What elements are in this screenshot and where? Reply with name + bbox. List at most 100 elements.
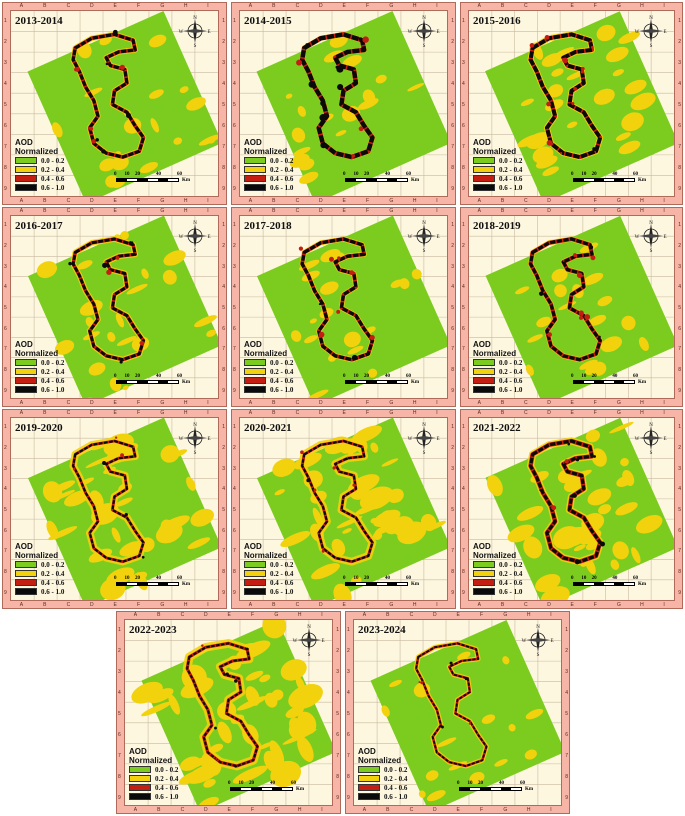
grid-row-label: 7 [678,548,681,555]
aod-class-1-patch [258,742,273,750]
grid-row-label: 2 [222,38,225,45]
grid-column-label: H [526,807,531,813]
legend-entry: 0.0 - 0.2 [244,560,293,569]
grid-row-label: 2 [233,38,236,45]
aod-class-1-patch [272,458,296,477]
grid-row-label: 1 [451,222,454,229]
aod-map [469,216,674,398]
grid-row-label: 4 [451,284,454,291]
grid-row-label: 9 [678,387,681,394]
aod-class-1-patch [390,279,404,289]
grid-column-label: C [66,602,71,608]
aod-class-1-patch [524,749,537,760]
north-arrow-icon: N S E W [635,423,667,455]
grid-row-label: 8 [565,773,568,780]
aod-hotspot [571,102,575,106]
grid-row-label: 5 [4,507,7,513]
grid-column-label: F [365,400,369,406]
aod-class-1-patch [494,759,508,767]
legend-label: 0.6 - 1.0 [270,385,294,394]
grid-row-label: 7 [462,548,465,555]
grid-column-label: H [183,198,188,204]
scale-tick-label: 20 [364,576,369,581]
grid-column-label: B [272,602,276,608]
aod-class-1-patch [389,679,402,688]
legend-label: 0.2 - 0.4 [41,569,65,578]
grid-row-label: 6 [347,731,350,738]
compass-s-label: S [650,451,653,455]
grid-row-label: 9 [451,387,454,394]
scale-bar-segments [573,582,635,586]
compass-e-label: E [207,30,210,35]
grid-column-label: A [133,612,138,618]
scale-bar: 0 10 20 40 60 Km [571,374,646,390]
aod-map [11,11,218,196]
legend-entry: 0.0 - 0.2 [244,358,293,367]
aod-class-1-patch [311,563,340,580]
grid-column-label: I [663,410,665,416]
scale-tick-label: 20 [591,172,597,177]
grid-row-label: 4 [233,284,236,291]
legend-entry: 0.2 - 0.4 [15,569,64,578]
grid-column-label: A [248,208,253,214]
legend-entry: 0.4 - 0.6 [15,376,64,385]
grid-column-label: C [295,208,300,214]
grid-column-label: D [90,602,94,608]
grid-column-label: I [321,807,323,813]
aod-class-1-patch [259,674,271,683]
legend-label: 0.0 - 0.2 [155,765,179,774]
grid-row-label: 5 [336,710,339,717]
legend: AOD Normalized 0.0 - 0.2 0.2 - 0.4 0.4 - 0.6… [244,542,293,596]
aod-hotspot [580,70,585,74]
aod-class-1-patch [587,488,612,506]
aod-class-1-patch [158,515,190,533]
grid-row-label: 5 [233,305,236,311]
compass-s-label: S [423,44,426,48]
grid-row-label: 5 [222,101,225,108]
grid-column-label: E [456,612,460,618]
legend-entry: 0.0 - 0.2 [473,560,522,569]
grid-row-label: 6 [118,731,121,738]
grid-column-label: A [248,198,253,204]
grid-row-label: 2 [451,445,454,451]
legend-label: 0.2 - 0.4 [499,165,523,174]
grid-row-label: 5 [233,101,236,108]
grid-row-label: 5 [462,101,465,108]
legend-swatch [129,793,151,800]
aod-class-1-patch [351,425,382,444]
panel-year-title: 2015-2016 [473,15,521,27]
legend-label: 0.0 - 0.2 [41,560,65,569]
aod-hotspot [329,256,334,262]
aod-class-1-patch [375,74,387,84]
legend-label: 0.4 - 0.6 [41,376,65,385]
grid-column-label: C [409,612,414,618]
grid-column-label: B [500,602,505,608]
aod-class-1-patch [331,538,346,556]
aod-class-1-patch [342,528,352,534]
grid-column-label: D [319,198,323,204]
scale-tick-label: 60 [633,374,638,379]
scale-tick-label: 60 [291,781,296,786]
legend-title: AOD [358,747,376,756]
compass-n-label: N [649,423,653,428]
aod-class-1-patch [542,166,559,177]
legend-swatch [358,766,380,773]
map-panel: A A B B C C D D E E F F G G H H I I 1 1 2 2 3 3 4 4 5 5 6 6 7 7 8 8 9 9 2022… [116,611,341,814]
grid-row-label: 2 [118,647,121,654]
compass-w-label: W [635,437,640,442]
aod-class-1-patch [149,89,164,99]
legend-entry: 0.0 - 0.2 [244,156,293,165]
legend-subtitle: Normalized [15,349,59,358]
aod-class-1-patch [107,332,116,342]
aod-class-0-region [27,11,218,196]
scale-bar: 0 10 20 40 60 Km [114,576,190,592]
legend-title: AOD [15,542,33,551]
scale-tick-label: 20 [364,172,369,177]
compass-e-label: E [436,235,439,240]
scale-tick-label: 0 [228,781,231,786]
aod-class-1-patch [304,335,318,344]
grid-column-label: D [319,208,323,214]
legend-swatch [358,793,380,800]
scale-bar-segments [345,582,408,586]
map-frame: 2013-2014 N S E W AOD Normalized 0.0 - 0.2 0.2 -… [10,10,219,197]
